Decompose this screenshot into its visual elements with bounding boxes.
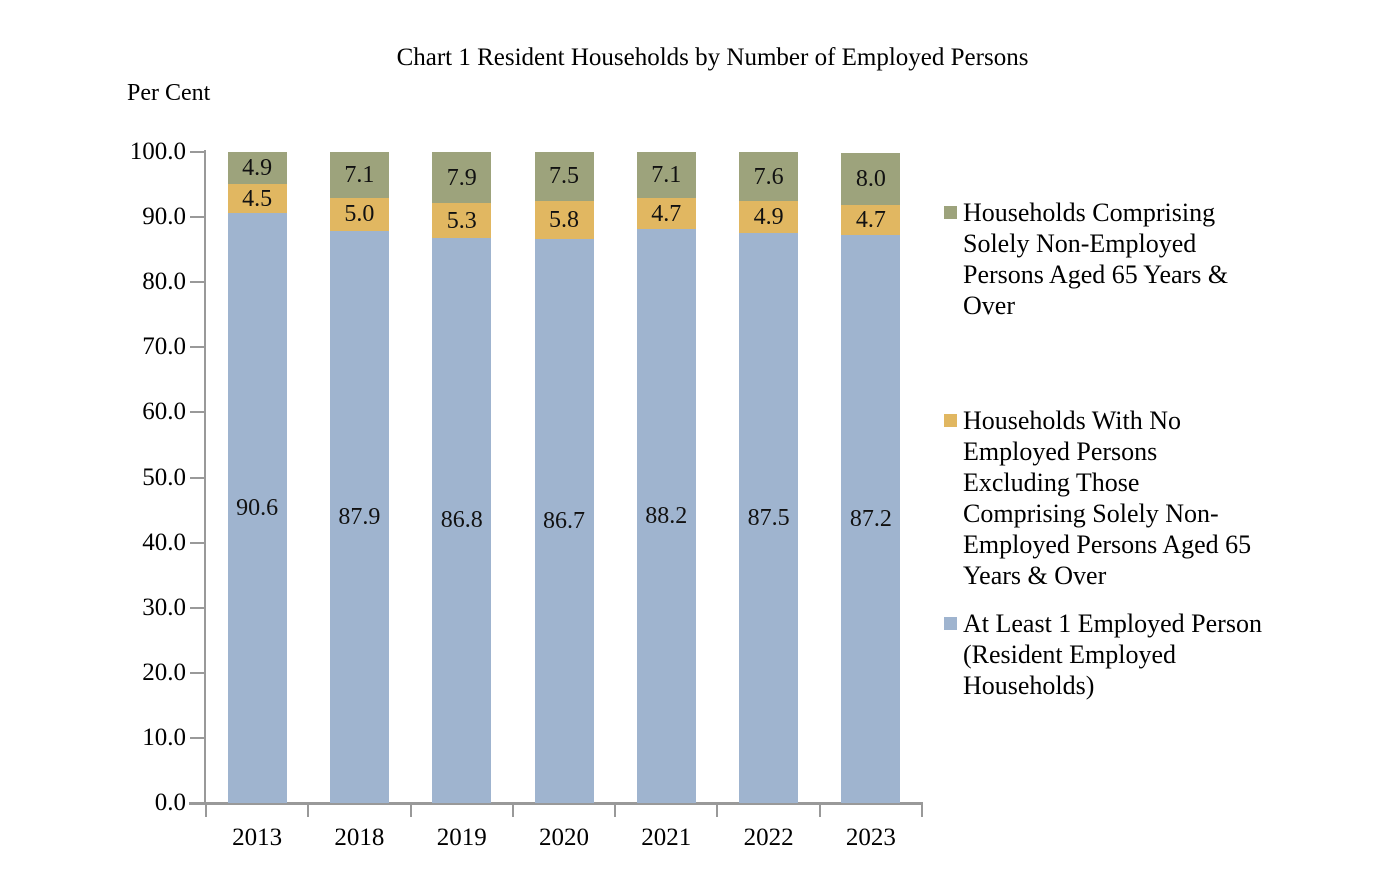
- y-tick-mark: [190, 281, 205, 284]
- x-tick-label: 2013: [232, 824, 283, 851]
- bar-segment-2018-s1: [329, 198, 389, 231]
- bar-segment-2020-s2: [534, 152, 594, 201]
- legend-label: Households Comprising Solely Non-Employe…: [963, 198, 1229, 320]
- chart-title: Chart 1 Resident Households by Number of…: [396, 44, 1029, 71]
- bar-segment-2013-s1: [227, 183, 287, 214]
- bar-segment-2013-s2: [227, 152, 287, 184]
- bar-segment-label: 7.6: [753, 163, 784, 190]
- y-tick-label: 60.0: [142, 398, 186, 426]
- x-axis-line: [189, 802, 923, 805]
- bar-segment-label: 86.8: [440, 507, 483, 534]
- legend-item: Households With No Employed Persons Excl…: [944, 405, 1280, 591]
- x-tick-mark: [205, 803, 207, 817]
- bar-segment-label: 4.7: [855, 207, 886, 234]
- bar-segment-2020-s0: [534, 238, 594, 803]
- bar-segment-label: 5.0: [344, 201, 375, 228]
- x-tick-mark: [716, 803, 719, 817]
- bar-segment-label: 90.6: [236, 495, 279, 522]
- y-axis-title: Per Cent: [127, 80, 211, 106]
- bar-segment-2013-s0: [227, 213, 287, 803]
- bar-segment-label: 4.9: [242, 154, 273, 181]
- y-tick-mark: [190, 476, 205, 479]
- bar-segment-2023-s2: [841, 152, 901, 205]
- bar-segment-label: 86.7: [543, 507, 585, 534]
- x-tick-label: 2020: [538, 824, 589, 851]
- bar-segment-label: 87.5: [747, 505, 790, 532]
- bar-segment-label: 7.9: [446, 164, 477, 191]
- y-axis-line: [204, 150, 206, 803]
- legend-marker-icon: [944, 617, 957, 630]
- y-tick-mark: [190, 411, 205, 414]
- y-tick-label: 30.0: [142, 593, 186, 621]
- bar-segment-2019-s0: [432, 237, 492, 803]
- y-tick-mark: [190, 736, 205, 739]
- bar-segment-2023-s0: [841, 235, 901, 803]
- legend-marker-icon: [944, 414, 957, 427]
- bar-segment-label: 87.9: [338, 503, 381, 530]
- bar-segment-label: 7.5: [549, 163, 579, 190]
- bar-segment-label: 5.3: [446, 207, 477, 234]
- bar-segment-2022-s2: [739, 152, 799, 202]
- bar-segment-2021-s0: [636, 228, 696, 803]
- legend-item: Households Comprising Solely Non-Employe…: [944, 197, 1280, 321]
- y-tick-label: 40.0: [142, 528, 186, 556]
- y-tick-mark: [190, 216, 205, 219]
- y-tick-mark: [190, 151, 205, 153]
- x-tick-mark: [921, 803, 923, 817]
- x-tick-label: 2022: [743, 824, 794, 851]
- bar-segment-label: 7.1: [651, 162, 682, 189]
- y-tick-label: 10.0: [142, 723, 186, 751]
- bar-segment-2018-s2: [329, 152, 389, 199]
- x-tick-label: 2018: [334, 824, 385, 851]
- y-tick-mark: [190, 606, 205, 609]
- x-tick-mark: [818, 803, 821, 817]
- bar-segment-label: 4.9: [753, 204, 784, 231]
- y-tick-mark: [190, 802, 205, 804]
- bar-segment-label: 5.8: [549, 206, 579, 233]
- bar-segment-2023-s1: [841, 204, 901, 236]
- bar-segment-2018-s0: [329, 230, 389, 803]
- bar-segment-label: 4.5: [242, 185, 273, 212]
- y-tick-mark: [190, 541, 205, 544]
- bar-segment-label: 7.1: [344, 162, 375, 189]
- bar-segment-2019-s1: [432, 203, 492, 238]
- bar-segment-2021-s1: [636, 198, 696, 229]
- bar-segment-label: 8.0: [855, 165, 886, 192]
- bar-segment-2022-s1: [739, 201, 799, 234]
- y-tick-label: 70.0: [142, 333, 186, 361]
- x-tick-mark: [614, 803, 617, 817]
- bar-segment-2022-s0: [739, 233, 799, 803]
- legend-item: At Least 1 Employed Person (Resident Emp…: [944, 608, 1280, 701]
- y-tick-label: 0.0: [154, 789, 186, 816]
- x-tick-label: 2021: [641, 824, 692, 851]
- bar-segment-label: 88.2: [645, 502, 688, 529]
- y-tick-label: 20.0: [142, 658, 186, 686]
- y-tick-mark: [190, 346, 205, 349]
- bar-segment-label: 87.2: [849, 506, 892, 533]
- bar-segment-2021-s2: [636, 152, 696, 199]
- y-tick-label: 80.0: [142, 268, 186, 296]
- y-tick-label: 100.0: [129, 138, 186, 165]
- bar-segment-label: 4.7: [651, 200, 682, 227]
- legend-marker-icon: [944, 206, 957, 219]
- y-tick-label: 50.0: [142, 463, 186, 491]
- x-tick-label: 2023: [845, 824, 896, 851]
- y-tick-label: 90.0: [142, 203, 186, 231]
- bar-segment-2020-s1: [534, 200, 594, 239]
- y-tick-mark: [190, 671, 205, 674]
- x-tick-label: 2019: [436, 824, 487, 851]
- x-tick-mark: [511, 803, 514, 817]
- legend-label: Households With No Employed Persons Excl…: [963, 406, 1252, 590]
- x-tick-mark: [307, 803, 310, 817]
- legend-label: At Least 1 Employed Person (Resident Emp…: [963, 609, 1262, 700]
- bar-segment-2019-s2: [432, 152, 492, 204]
- x-tick-mark: [409, 803, 412, 817]
